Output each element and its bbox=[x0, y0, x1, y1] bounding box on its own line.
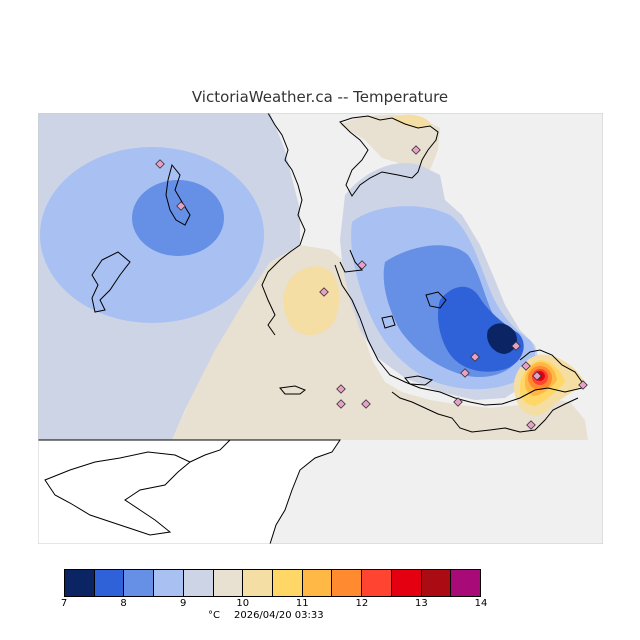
temp-band-north-land bbox=[340, 114, 440, 170]
legend-swatch bbox=[273, 570, 303, 596]
south-island-coast bbox=[44, 451, 191, 536]
unit-label: °C bbox=[208, 610, 220, 621]
legend-swatch bbox=[94, 570, 125, 596]
legend-swatch bbox=[154, 570, 184, 596]
legend-swatch bbox=[332, 570, 363, 596]
station-marker[interactable] bbox=[319, 287, 329, 297]
legend-swatch bbox=[124, 570, 155, 596]
station-marker[interactable] bbox=[511, 341, 521, 351]
legend-tick-label: 7 bbox=[60, 598, 68, 609]
legend-tick-label: 12 bbox=[355, 598, 369, 609]
legend-swatch bbox=[391, 570, 422, 596]
legend-caption: °C 2026/04/20 03:33 bbox=[208, 610, 338, 621]
legend-tick-label: 9 bbox=[179, 598, 187, 609]
legend-tick-label: 13 bbox=[415, 598, 428, 609]
station-marker[interactable] bbox=[453, 397, 463, 407]
temp-band-10-11-central bbox=[172, 245, 588, 440]
legend-swatch bbox=[421, 570, 452, 596]
temp-band-warm-bump bbox=[283, 266, 340, 336]
legend-swatch bbox=[451, 570, 481, 596]
station-marker[interactable] bbox=[521, 361, 531, 371]
station-marker[interactable] bbox=[336, 399, 346, 409]
station-marker[interactable] bbox=[336, 384, 346, 394]
legend-tick-label: 8 bbox=[120, 598, 127, 609]
station-marker[interactable] bbox=[361, 399, 371, 409]
station-marker[interactable] bbox=[155, 159, 165, 169]
color-scale-legend bbox=[64, 569, 481, 597]
legend-tick-label: 11 bbox=[295, 598, 309, 609]
legend-swatch bbox=[213, 570, 244, 596]
map-title: VictoriaWeather.ca -- Temperature bbox=[191, 88, 449, 106]
station-marker[interactable] bbox=[470, 352, 480, 362]
temp-band-north-warm bbox=[392, 114, 432, 128]
station-marker[interactable] bbox=[532, 371, 542, 381]
station-marker[interactable] bbox=[526, 420, 536, 430]
weather-stations bbox=[155, 145, 588, 430]
legend-swatch bbox=[362, 570, 392, 596]
legend-tick-label: 10 bbox=[236, 598, 250, 609]
station-marker[interactable] bbox=[578, 380, 588, 390]
station-marker[interactable] bbox=[176, 201, 186, 211]
coastlines bbox=[91, 113, 583, 463]
legend-tick-label: 14 bbox=[474, 598, 488, 609]
legend-swatch bbox=[65, 570, 95, 596]
legend-swatch bbox=[243, 570, 274, 596]
timestamp-label: 2026/04/20 03:33 bbox=[233, 610, 324, 621]
legend-swatch bbox=[302, 570, 333, 596]
temperature-map bbox=[38, 113, 603, 544]
temp-band-coldest bbox=[487, 323, 517, 354]
station-marker[interactable] bbox=[357, 260, 367, 270]
temp-band-west-8-85 bbox=[132, 180, 224, 256]
legend-swatch bbox=[183, 570, 214, 596]
station-marker[interactable] bbox=[460, 368, 470, 378]
station-marker[interactable] bbox=[411, 145, 421, 155]
